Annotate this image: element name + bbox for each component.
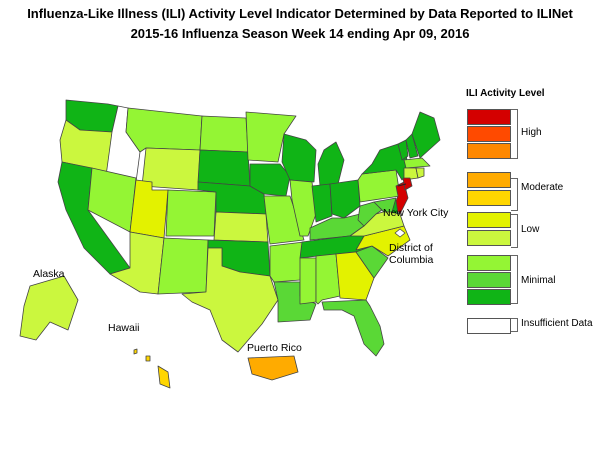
state-HI-3[interactable] [133,348,138,355]
label-nyc: New York City [383,207,449,219]
state-MA[interactable] [403,157,431,169]
state-PR[interactable] [247,355,299,381]
legend-swatch-level-10 [467,109,511,125]
state-RI[interactable] [415,167,425,179]
state-SC[interactable] [355,245,389,279]
label-hawaii: Hawaii [108,322,140,334]
state-UT[interactable] [129,179,169,239]
state-MD[interactable] [373,197,397,213]
legend-label-high: High [521,127,542,138]
legend-title: ILI Activity Level [466,88,545,99]
state-IN[interactable] [311,183,333,223]
legend-swatch-level-7 [467,172,511,188]
state-HI-2[interactable] [145,355,151,362]
state-AR[interactable] [269,241,305,283]
legend-swatch-level-3 [467,255,511,271]
state-NM[interactable] [157,237,209,295]
state-NH[interactable] [405,133,419,159]
state-CO[interactable] [165,189,217,237]
label-puerto-rico: Puerto Rico [247,342,302,354]
map-title: Influenza-Like Illness (ILI) Activity Le… [27,6,573,21]
state-MI[interactable] [317,141,345,187]
state-MS[interactable] [299,257,317,305]
legend-swatch-level-1 [467,289,511,305]
map-subtitle: 2015-16 Influenza Season Week 14 ending … [130,26,470,41]
state-FL[interactable] [321,299,385,357]
legend-swatch-level-9 [467,126,511,142]
legend-swatch-level-2 [467,272,511,288]
state-OH[interactable] [329,179,361,219]
state-MN[interactable] [245,111,297,163]
state-DC[interactable] [394,228,406,238]
state-KS[interactable] [213,211,269,243]
state-TX[interactable] [181,247,279,353]
nyc-pointer [397,183,407,187]
legend-swatch-level-6 [467,190,511,206]
legend-brace-minimal [511,255,518,304]
state-WI[interactable] [281,133,317,183]
state-GA[interactable] [335,251,375,301]
state-PA[interactable] [357,169,401,203]
legend-label-minimal: Minimal [521,275,556,286]
state-MT[interactable] [125,107,203,153]
legend-swatch-level-5 [467,212,511,228]
state-AK[interactable] [19,275,79,341]
legend-label-low: Low [521,224,540,235]
legend-swatch-level-8 [467,143,511,159]
legend-brace-low [511,214,518,248]
legend-brace-insufficient [511,318,518,332]
state-ND[interactable] [199,115,249,153]
legend-brace-moderate [511,178,518,211]
state-NYC[interactable] [402,177,413,191]
legend-brace-high [511,109,518,159]
legend-label-insufficient: Insufficient Data [521,318,593,329]
legend-label-moderate: Moderate [521,182,564,193]
legend-swatch-level-4 [467,230,511,246]
label-alaska: Alaska [33,268,65,280]
legend-swatch-level-0 [467,318,511,334]
state-ME[interactable] [411,111,441,159]
state-VT[interactable] [397,139,409,161]
state-IL[interactable] [289,179,317,237]
state-HI[interactable] [157,365,171,389]
us-ili-map [19,99,441,389]
state-SD[interactable] [197,149,251,187]
label-dc: District of Columbia [389,242,434,266]
